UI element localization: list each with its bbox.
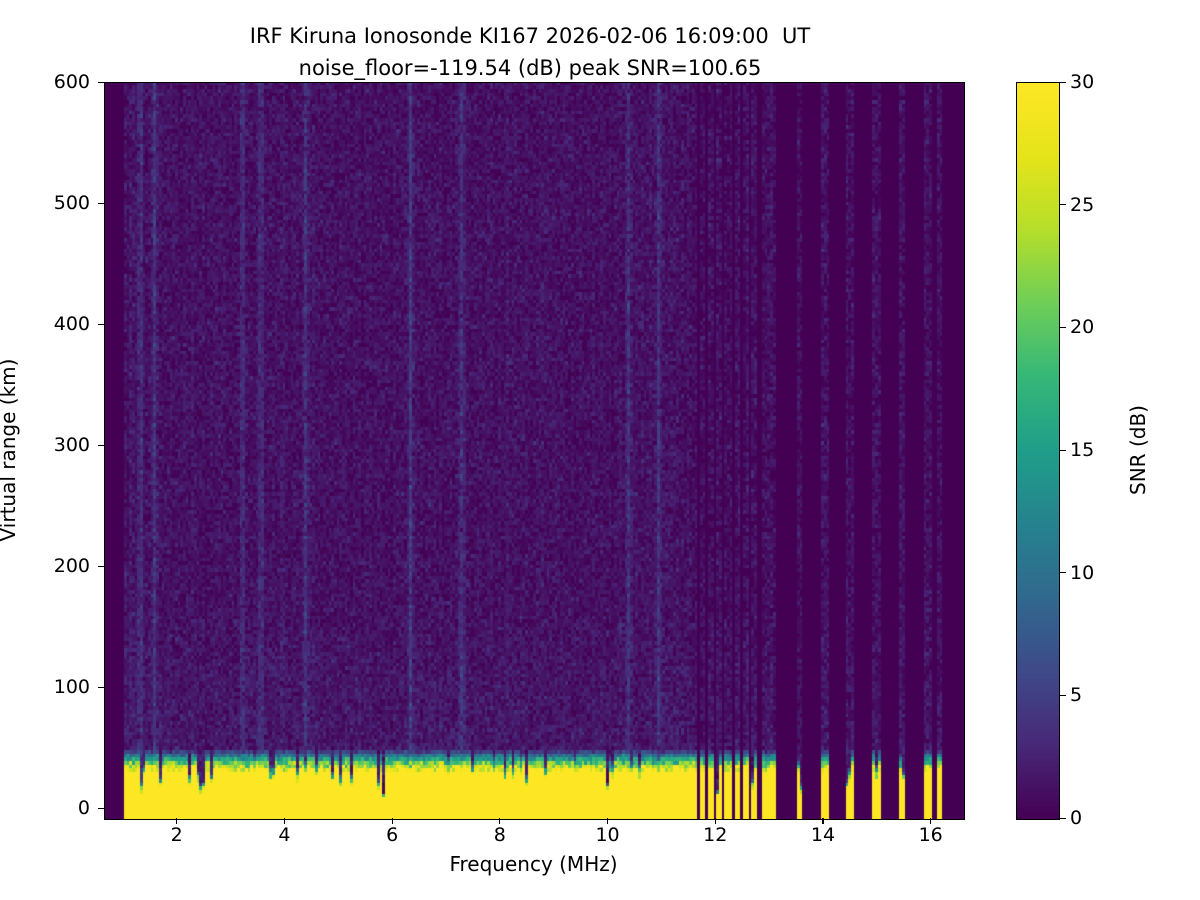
y-tick-label: 300 [53,434,90,457]
y-tick-label: 600 [53,71,90,93]
y-tick-mark [98,565,104,567]
x-tick-mark [607,818,609,824]
y-tick-label: 100 [53,676,90,699]
ionogram-heatmap [105,83,964,819]
y-tick-mark [98,444,104,446]
colorbar-label: SNR (dB) [1126,405,1150,495]
colorbar [1016,82,1060,820]
colorbar-tick-label: 10 [1070,561,1095,584]
y-tick-mark [98,686,104,688]
x-tick-mark [714,818,716,824]
colorbar-tick-mark [1060,449,1066,451]
colorbar-tick-label: 25 [1070,193,1095,216]
x-tick-label: 10 [595,824,620,846]
colorbar-gradient [1017,83,1059,819]
x-tick-label: 14 [810,824,836,846]
x-tick-mark [176,818,178,824]
y-tick-mark [98,202,104,204]
x-tick-mark [499,818,501,824]
figure-title: IRF Kiruna Ionosonde KI167 2026-02-06 16… [0,20,1060,84]
colorbar-tick-mark [1060,694,1066,696]
x-axis-label: Frequency (MHz) [449,852,618,876]
title-line-2: noise_floor=-119.54 (dB) peak SNR=100.65 [298,56,762,80]
x-tick-label: 6 [386,824,399,846]
colorbar-tick-label: 15 [1070,439,1095,461]
colorbar-tick-mark [1060,572,1066,574]
x-tick-label: 12 [703,824,728,846]
y-tick-label: 200 [53,555,90,578]
x-tick-mark [391,818,393,824]
colorbar-tick-mark [1060,204,1066,206]
colorbar-tick-label: 30 [1070,71,1095,93]
y-axis-label: Virtual range (km) [0,358,20,542]
title-line-1: IRF Kiruna Ionosonde KI167 2026-02-06 16… [249,24,811,48]
y-tick-mark [98,323,104,325]
x-tick-mark [930,818,932,824]
y-tick-label: 400 [53,313,90,336]
colorbar-tick-mark [1060,817,1066,819]
y-tick-label: 500 [53,192,90,215]
colorbar-tick-label: 5 [1070,684,1083,707]
ionogram-plot-area [104,82,965,820]
x-tick-label: 4 [278,824,291,846]
colorbar-tick-mark [1060,326,1066,328]
x-tick-mark [822,818,824,824]
colorbar-tick-label: 20 [1070,316,1095,339]
colorbar-tick-label: 0 [1070,807,1083,829]
x-tick-mark [283,818,285,824]
x-tick-label: 8 [493,824,506,846]
y-tick-mark [98,81,104,83]
y-tick-mark [98,807,104,809]
y-tick-label: 0 [77,797,90,820]
x-tick-label: 16 [918,824,943,846]
colorbar-tick-mark [1060,81,1066,83]
x-tick-label: 2 [170,824,183,846]
